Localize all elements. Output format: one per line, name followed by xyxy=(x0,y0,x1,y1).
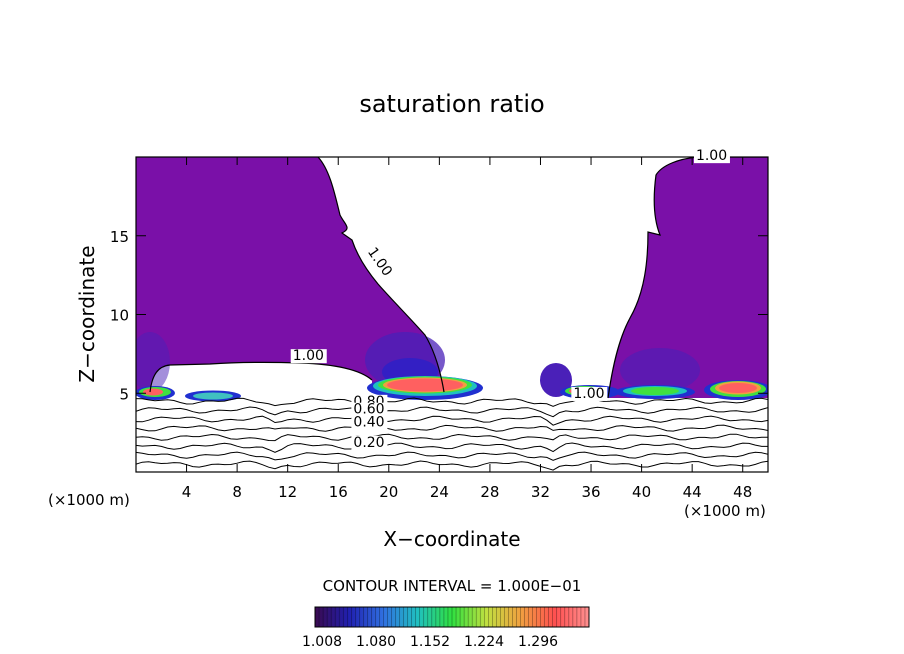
contour-label-bg xyxy=(363,243,396,282)
contour-label: 0.20 xyxy=(353,435,384,451)
small-convective-blob xyxy=(540,363,572,397)
colorbar-label: 1.008 xyxy=(302,634,342,650)
contour-label-bg xyxy=(351,435,388,450)
left-edge-blue-shading xyxy=(136,332,170,392)
contour-1-00-gap xyxy=(149,361,373,393)
x-tick-label: 28 xyxy=(480,483,499,501)
left-supersaturated-region xyxy=(136,157,444,392)
x-tick-label: 24 xyxy=(430,483,449,501)
x-tick-label: 16 xyxy=(329,483,348,501)
x-unit-label-left: (×1000 m) xyxy=(48,491,130,509)
contour-label: 0.40 xyxy=(353,414,384,430)
chart-title: saturation ratio xyxy=(359,90,544,118)
contour-label: 0.60 xyxy=(353,402,384,418)
colorbar-labels: 1.008 1.080 1.152 1.224 1.296 xyxy=(302,634,558,650)
y-tick-label: 10 xyxy=(110,307,129,325)
x-tick-label: 8 xyxy=(232,483,242,501)
contour-1-00-right xyxy=(607,157,701,399)
x-axis-ticks: 4 8 12 16 20 24 28 32 36 40 44 48 xyxy=(182,157,752,501)
far-right-cloud-lens xyxy=(704,380,768,400)
contour-line-0.8 xyxy=(136,406,768,418)
contour-label-bg xyxy=(693,149,730,164)
contour-label-bg xyxy=(351,402,388,417)
right-cloud-lens xyxy=(615,385,695,399)
contour-line-0.5 xyxy=(136,433,768,442)
x-unit-label-right: (×1000 m) xyxy=(684,502,766,520)
contour-line-0.9 xyxy=(136,397,768,407)
right-supersaturated-region xyxy=(608,157,768,398)
contour-label: 1.00 xyxy=(696,148,727,164)
contour-line-0.3 xyxy=(136,451,768,461)
colorbar-label: 1.296 xyxy=(518,634,558,650)
y-axis-label: Z−coordinate xyxy=(75,245,99,382)
x-tick-label: 44 xyxy=(683,483,702,501)
contour-label: 1.00 xyxy=(293,348,324,364)
contour-1-00-left xyxy=(317,157,445,393)
contour-line-0.2 xyxy=(136,460,768,471)
x-axis-label: X−coordinate xyxy=(383,527,520,551)
y-tick-label: 5 xyxy=(119,385,129,403)
contour-line-0.4 xyxy=(136,442,768,453)
left-cloud-lens xyxy=(136,386,175,400)
subsaturated-contour-lines xyxy=(136,397,768,471)
x-tick-label: 12 xyxy=(278,483,297,501)
contour-label-bg xyxy=(571,386,608,401)
contour-line-0.6 xyxy=(136,424,768,432)
central-cloud-core xyxy=(367,376,483,400)
left-low-cloud-gap xyxy=(150,362,372,392)
x-tick-label: 4 xyxy=(182,483,192,501)
x-tick-label: 48 xyxy=(733,483,752,501)
colorbar-label: 1.080 xyxy=(356,634,396,650)
x-tick-label: 40 xyxy=(632,483,651,501)
colorbar-label: 1.152 xyxy=(410,634,450,650)
x-tick-label: 20 xyxy=(379,483,398,501)
right-deep-blue-plume xyxy=(620,348,700,392)
contour-interval-text: CONTOUR INTERVAL = 1.000E−01 xyxy=(323,577,582,595)
x-tick-label: 36 xyxy=(581,483,600,501)
contour-label-bg xyxy=(290,349,327,364)
contour-label-bg xyxy=(351,415,388,430)
plot-area xyxy=(136,157,768,472)
contour-line-0.7 xyxy=(136,415,768,426)
colorbar-label: 1.224 xyxy=(464,634,504,650)
contour-labels: 1.001.001.001.000.800.600.400.20 xyxy=(290,148,730,451)
y-tick-label: 15 xyxy=(110,228,129,246)
colorbar-stripes xyxy=(314,607,590,627)
contour-label: 1.00 xyxy=(573,386,604,402)
x-tick-label: 32 xyxy=(531,483,550,501)
small-left-cloud-lens xyxy=(185,390,241,402)
y-axis-ticks: 5 10 15 xyxy=(110,228,768,403)
